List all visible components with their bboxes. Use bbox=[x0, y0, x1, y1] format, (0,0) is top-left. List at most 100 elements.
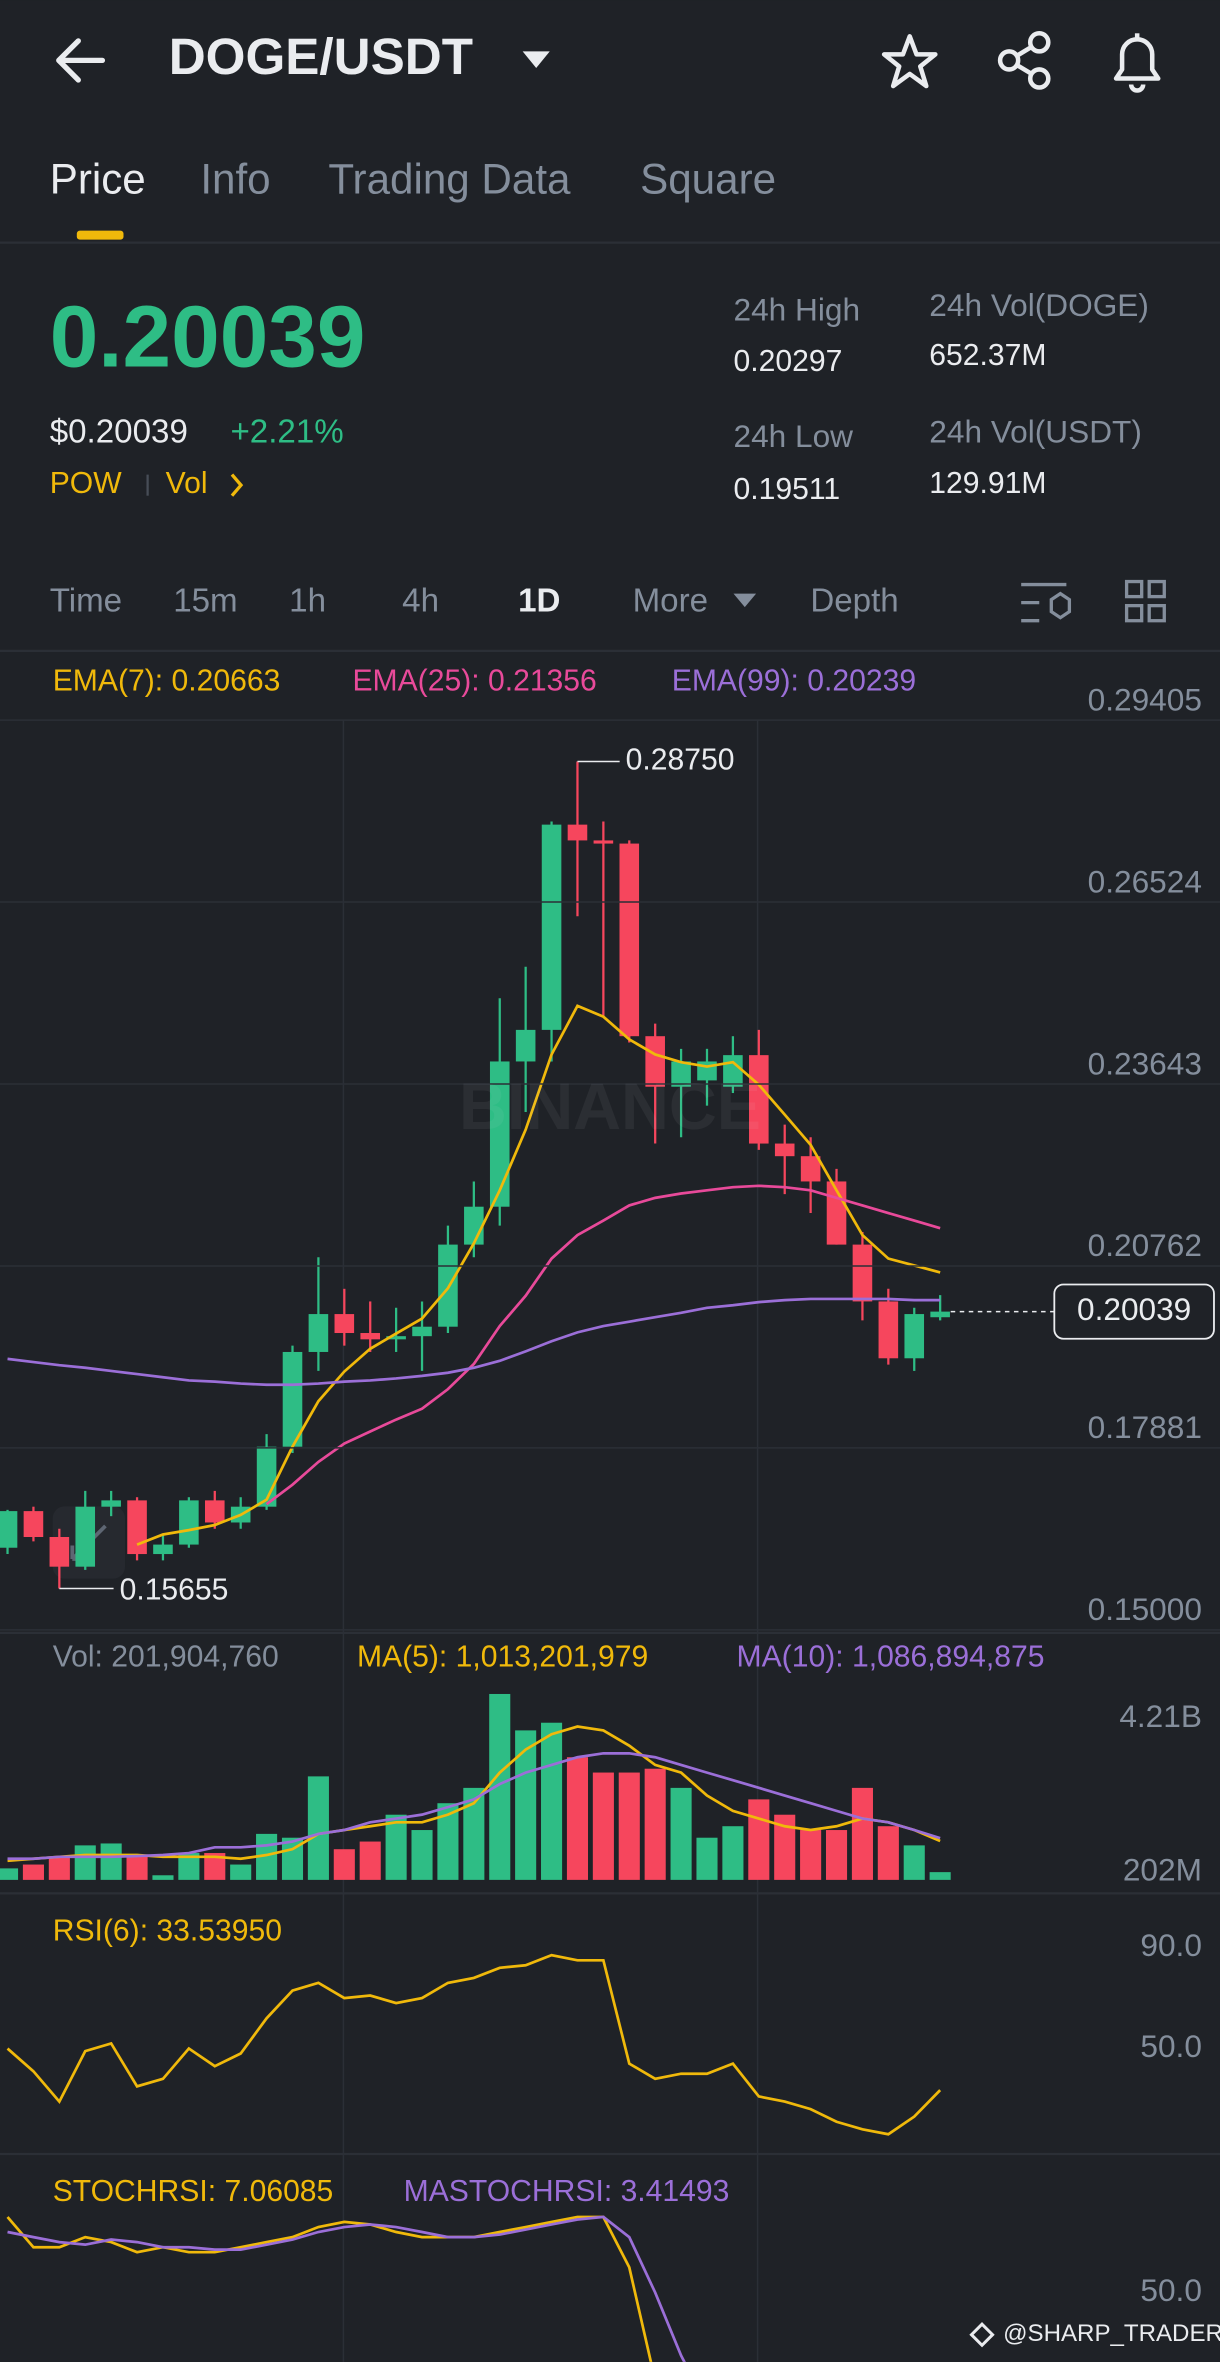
volume-bar bbox=[722, 1826, 744, 1880]
watermark: BINANCE bbox=[459, 1070, 761, 1144]
volume-bar bbox=[22, 1864, 44, 1880]
indicator-settings-icon[interactable] bbox=[1021, 582, 1072, 623]
volume-bar bbox=[307, 1776, 329, 1880]
y-tick-label: 0.17881 bbox=[1088, 1409, 1202, 1445]
chart-pane: 50.0 STOCHRSI: 7.06085 MASTOCHRSI: 3.41493 bbox=[6, 2175, 1202, 2362]
tab[interactable]: Square bbox=[640, 156, 776, 203]
volume-bar bbox=[0, 1868, 19, 1880]
interval[interactable]: 15m bbox=[173, 582, 237, 619]
candle-body bbox=[412, 1326, 432, 1337]
legend-entry: MA(5): 1,013,201,979 bbox=[357, 1640, 648, 1673]
candle-body bbox=[645, 1036, 665, 1087]
interval[interactable]: More bbox=[633, 582, 708, 619]
alert-icon[interactable] bbox=[1113, 33, 1161, 93]
candle-body bbox=[774, 1143, 795, 1157]
volume-bar bbox=[929, 1872, 951, 1880]
candle-body bbox=[334, 1314, 355, 1334]
candle-body bbox=[800, 1156, 821, 1182]
volume-bar bbox=[566, 1757, 589, 1880]
candle-body bbox=[282, 1351, 303, 1447]
stat-label: 24h Vol(USDT) bbox=[929, 413, 1142, 449]
candle-body bbox=[75, 1506, 96, 1567]
indicator-line bbox=[7, 2215, 686, 2362]
legend-entry: EMA(25): 0.21356 bbox=[352, 664, 596, 697]
layout-icon[interactable] bbox=[1124, 579, 1166, 623]
y-tick-label: 50.0 bbox=[1140, 2272, 1202, 2308]
chart-pane: 4.21B 202M Vol: 201,904,760 MA(5): 1,013,20… bbox=[0, 1640, 1202, 1887]
tab[interactable]: Info bbox=[200, 156, 270, 203]
candle-body bbox=[204, 1500, 225, 1523]
volume-bar bbox=[670, 1787, 692, 1880]
volume-bar bbox=[515, 1730, 537, 1880]
y-tick-label: 0.29405 bbox=[1088, 681, 1202, 717]
last-price-tag: 0.20039 bbox=[1077, 1291, 1191, 1327]
indicator-line bbox=[6, 1953, 942, 2136]
volume-bar bbox=[100, 1843, 122, 1880]
candle-body bbox=[619, 843, 640, 1037]
stat-label: 24h Vol(DOGE) bbox=[929, 287, 1149, 323]
interval[interactable]: Time bbox=[50, 582, 122, 619]
plot-area bbox=[0, 1693, 951, 1880]
legend-entry: MA(10): 1,086,894,875 bbox=[737, 1640, 1045, 1673]
interval[interactable]: 1D bbox=[518, 582, 560, 619]
favorite-icon[interactable] bbox=[881, 34, 938, 89]
chart-pane: 90.0 50.0 RSI(6): 33.53950 bbox=[6, 1915, 1202, 2136]
plot-area bbox=[6, 2215, 686, 2362]
candle-body bbox=[515, 1029, 536, 1062]
volume-bar bbox=[800, 1830, 822, 1880]
stat-value: 652.37M bbox=[929, 339, 1046, 372]
share-icon[interactable] bbox=[997, 31, 1051, 90]
indicator-line bbox=[7, 1297, 941, 1387]
volume-bar bbox=[774, 1814, 796, 1880]
volume-bar bbox=[385, 1814, 407, 1880]
tab[interactable]: Trading Data bbox=[328, 156, 571, 203]
volume-bar bbox=[281, 1837, 304, 1880]
pair-title[interactable]: DOGE/USDT bbox=[169, 28, 473, 85]
volume-bar bbox=[489, 1693, 511, 1880]
volume-bar bbox=[230, 1864, 252, 1880]
candle-body bbox=[749, 1055, 769, 1144]
pair-caret[interactable] bbox=[522, 51, 550, 68]
volume-bar bbox=[748, 1799, 770, 1880]
price-change: +2.21% bbox=[230, 414, 343, 451]
candle-body bbox=[101, 1500, 121, 1507]
legend-entry: MASTOCHRSI: 3.41493 bbox=[404, 2175, 730, 2208]
footer-logo bbox=[969, 2322, 995, 2348]
volume-bar bbox=[541, 1722, 563, 1880]
tag[interactable]: Vol bbox=[166, 467, 208, 500]
tab[interactable]: Price bbox=[50, 156, 146, 203]
volume-bar bbox=[411, 1830, 433, 1880]
candle-body bbox=[489, 1061, 510, 1207]
chart-pane: 0.29405 0.26524 0.23643 0.20762 0.17881 0.150… bbox=[0, 664, 1220, 1631]
candle-body bbox=[153, 1544, 173, 1555]
legend-entry: EMA(99): 0.20239 bbox=[672, 664, 916, 697]
y-tick-label: 50.0 bbox=[1140, 2028, 1202, 2064]
y-tick-label: 0.20762 bbox=[1088, 1227, 1202, 1263]
volume-bar bbox=[903, 1845, 925, 1880]
candle-body bbox=[49, 1537, 70, 1567]
candle-body bbox=[567, 824, 588, 841]
legend-entry: EMA(7): 0.20663 bbox=[53, 664, 281, 697]
legend-title: Vol: 201,904,760 bbox=[53, 1640, 279, 1673]
stat-value: 129.91M bbox=[929, 467, 1046, 500]
stat-value: 0.20297 bbox=[734, 345, 843, 378]
more-caret[interactable] bbox=[733, 593, 757, 608]
volume-bar bbox=[696, 1837, 718, 1880]
back-button[interactable] bbox=[56, 38, 106, 83]
candle-body bbox=[0, 1511, 18, 1548]
volume-bar bbox=[437, 1803, 459, 1880]
interval[interactable]: Depth bbox=[810, 582, 898, 619]
tag[interactable]: POW bbox=[50, 467, 123, 500]
y-tick-label: 0.23643 bbox=[1088, 1045, 1202, 1081]
indicator-line bbox=[265, 1184, 941, 1506]
candle-body bbox=[593, 840, 614, 844]
candle-body bbox=[930, 1311, 950, 1318]
volume-bar bbox=[851, 1787, 873, 1880]
interval[interactable]: 1h bbox=[289, 582, 326, 619]
interval[interactable]: 4h bbox=[402, 582, 439, 619]
last-price-box bbox=[1053, 1283, 1215, 1340]
volume-bar bbox=[333, 1849, 355, 1880]
candle-body bbox=[464, 1206, 484, 1245]
volume-bar bbox=[592, 1772, 614, 1880]
